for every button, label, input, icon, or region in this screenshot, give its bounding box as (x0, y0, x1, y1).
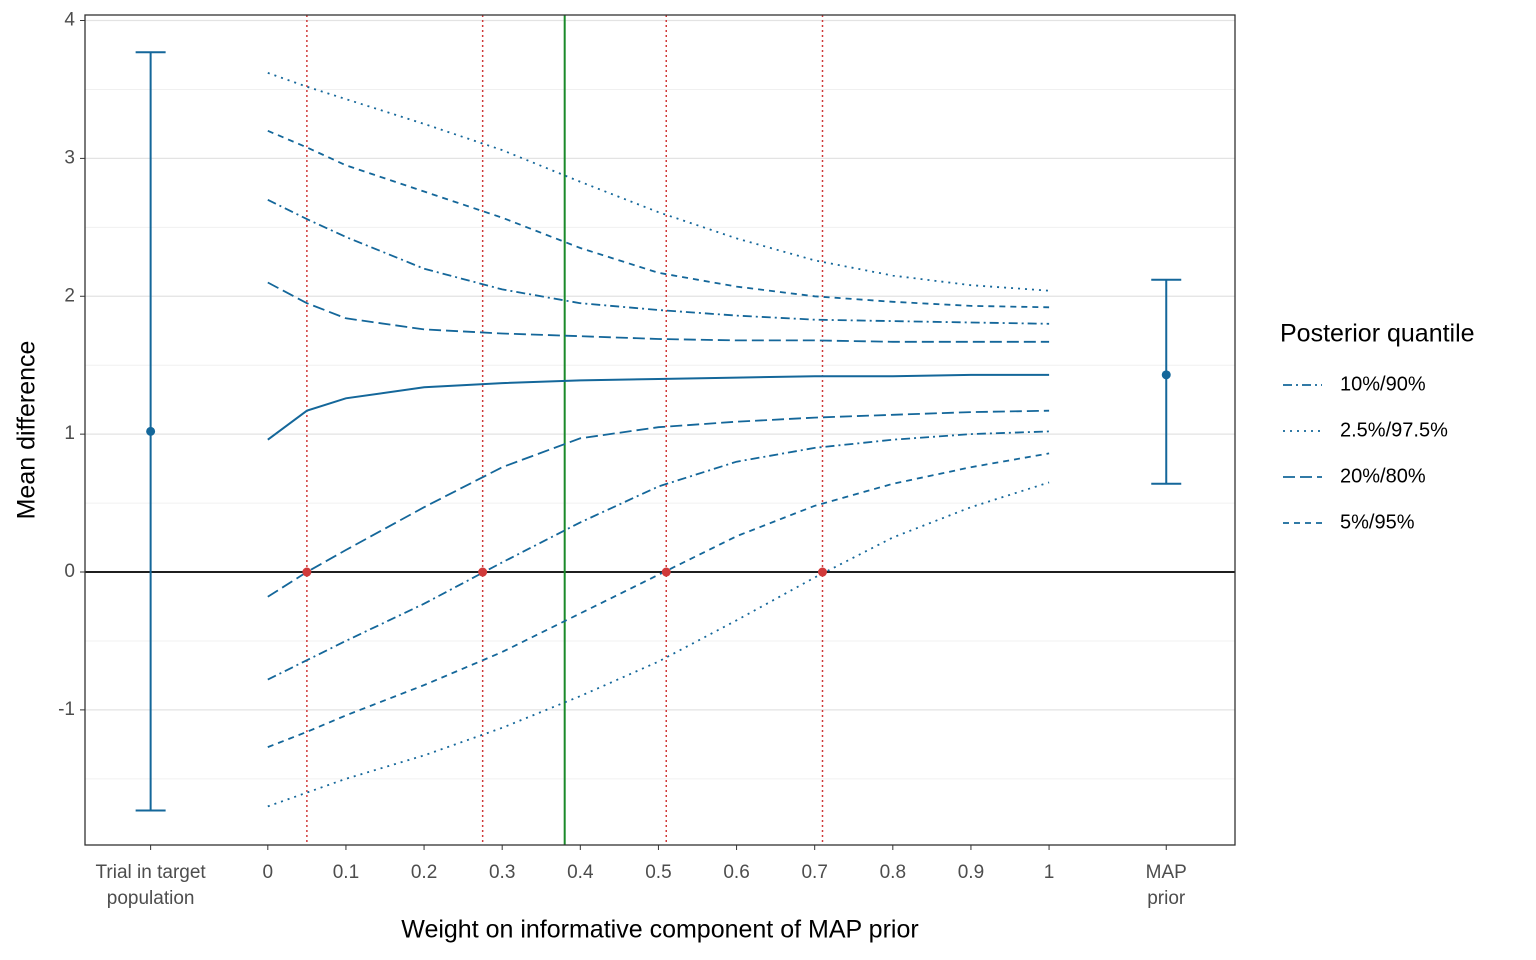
legend-label: 5%/95% (1340, 511, 1415, 533)
x-tick-label: 0.4 (567, 862, 594, 883)
y-tick-label: 0 (64, 561, 75, 582)
crossing-point (818, 567, 827, 577)
y-tick-label: 4 (64, 10, 75, 31)
x-tick-label: Trial in target population (95, 862, 206, 909)
x-tick-label: 0.1 (332, 862, 360, 883)
quantile-line (267, 281, 1050, 343)
x-tick-label: 0.8 (879, 862, 907, 883)
x-tick-label: 1 (1043, 862, 1055, 883)
crossing-point (661, 567, 671, 577)
quantile-line (267, 481, 1050, 808)
x-tick-label: 0 (262, 862, 274, 883)
legend-title: Posterior quantile (1280, 320, 1475, 348)
quantile-line (267, 452, 1050, 748)
y-tick-label: 3 (64, 147, 75, 168)
y-tick-label: 1 (64, 423, 75, 444)
x-tick-label: 0.2 (410, 862, 438, 883)
interval-mean (1161, 370, 1171, 380)
x-tick-label: 0.7 (801, 862, 828, 883)
legend-label: 20%/80% (1340, 465, 1426, 487)
x-axis-title: Weight on informative component of MAP p… (401, 916, 918, 944)
x-tick-label: 0.3 (488, 862, 516, 883)
quantile-line (267, 430, 1050, 681)
x-tick-label: 0.6 (723, 862, 750, 883)
interval-mean (146, 426, 156, 436)
quantile-line (267, 409, 1050, 598)
x-tick-label: 0.9 (957, 862, 985, 883)
legend-label: 10%/90% (1340, 373, 1426, 395)
crossing-point (302, 567, 312, 577)
y-tick-label: 2 (64, 285, 75, 306)
x-tick-label: 0.5 (645, 862, 672, 883)
quantile-line (267, 198, 1050, 325)
x-tick-label: MAP prior (1145, 862, 1187, 909)
quantile-line (267, 129, 1050, 309)
median-line (267, 373, 1050, 441)
y-tick-label: -1 (58, 699, 75, 720)
quantile-line (267, 72, 1050, 292)
y-axis-title: Mean difference (13, 341, 41, 520)
legend-label: 2.5%/97.5% (1340, 419, 1448, 441)
panel-border (84, 14, 1236, 846)
crossing-point (478, 567, 488, 577)
